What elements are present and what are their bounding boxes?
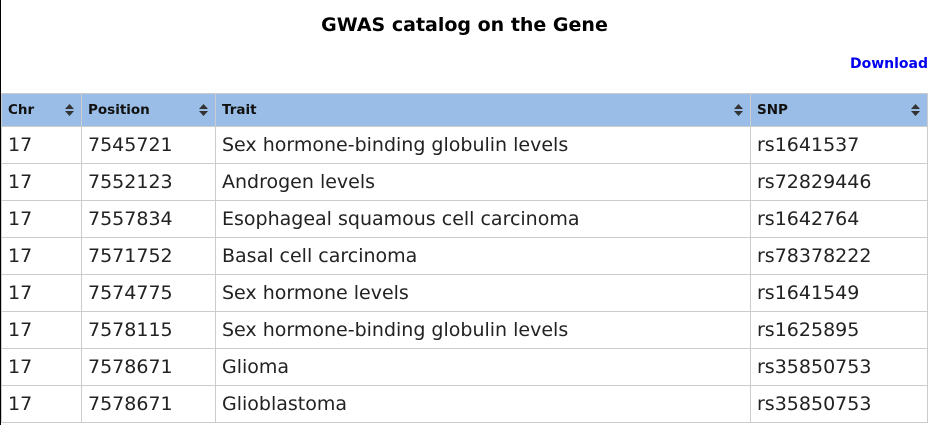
sort-both-icon[interactable] [65,104,74,116]
cell-chr: 17 [1,126,82,164]
cell-snp: rs1641549 [750,274,928,312]
table-row: 17 7552123 Androgen levels rs72829446 [1,163,928,201]
cell-trait: Glioblastoma [215,385,751,423]
cell-chr: 17 [1,274,82,312]
cell-chr: 17 [1,385,82,423]
cell-snp: rs72829446 [750,163,928,201]
column-header-position[interactable]: Position [81,93,216,127]
cell-snp: rs35850753 [750,385,928,423]
cell-position: 7552123 [81,163,216,201]
table-row: 17 7578671 Glioblastoma rs35850753 [1,385,928,423]
cell-trait: Sex hormone-binding globulin levels [215,311,751,349]
cell-trait: Sex hormone levels [215,274,751,312]
column-header-chr[interactable]: Chr [1,93,82,127]
cell-chr: 17 [1,163,82,201]
gwas-table: Chr Position Trait SNP [1,93,928,423]
cell-chr: 17 [1,348,82,386]
cell-trait: Androgen levels [215,163,751,201]
table-row: 17 7574775 Sex hormone levels rs1641549 [1,274,928,312]
cell-chr: 17 [1,200,82,238]
cell-trait: Sex hormone-binding globulin levels [215,126,751,164]
column-header-snp[interactable]: SNP [750,93,928,127]
table-header-row: Chr Position Trait SNP [1,93,928,127]
column-header-label: SNP [757,102,788,118]
table-row: 17 7545721 Sex hormone-binding globulin … [1,126,928,164]
cell-position: 7578115 [81,311,216,349]
cell-position: 7574775 [81,274,216,312]
cell-position: 7578671 [81,348,216,386]
table-row: 17 7578115 Sex hormone-binding globulin … [1,311,928,349]
sort-both-icon[interactable] [911,104,920,116]
cell-chr: 17 [1,311,82,349]
sort-both-icon[interactable] [199,104,208,116]
cell-position: 7571752 [81,237,216,275]
download-link[interactable]: Download [849,56,928,72]
table-row: 17 7557834 Esophageal squamous cell carc… [1,200,928,238]
cell-snp: rs1625895 [750,311,928,349]
table-row: 17 7571752 Basal cell carcinoma rs783782… [1,237,928,275]
cell-trait: Esophageal squamous cell carcinoma [215,200,751,238]
page-left-border [0,0,1,425]
cell-trait: Basal cell carcinoma [215,237,751,275]
column-header-label: Position [88,102,150,118]
sort-both-icon[interactable] [734,104,743,116]
column-header-label: Chr [8,102,35,118]
cell-trait: Glioma [215,348,751,386]
cell-chr: 17 [1,237,82,275]
cell-position: 7545721 [81,126,216,164]
table-row: 17 7578671 Glioma rs35850753 [1,348,928,386]
cell-position: 7557834 [81,200,216,238]
page-title: GWAS catalog on the Gene [321,14,608,36]
cell-snp: rs1642764 [750,200,928,238]
cell-snp: rs1641537 [750,126,928,164]
cell-position: 7578671 [81,385,216,423]
cell-snp: rs35850753 [750,348,928,386]
column-header-trait[interactable]: Trait [215,93,751,127]
column-header-label: Trait [222,102,257,118]
cell-snp: rs78378222 [750,237,928,275]
